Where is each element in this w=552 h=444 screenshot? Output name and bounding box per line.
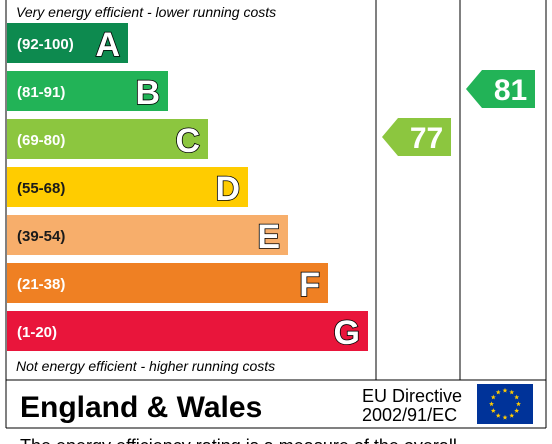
band-bar-g bbox=[7, 311, 368, 351]
band-bar-f bbox=[7, 263, 328, 303]
band-letter: D bbox=[215, 170, 240, 208]
flag-star-icon bbox=[495, 389, 501, 395]
directive-line-1: EU Directive bbox=[362, 386, 462, 406]
band-b: (81-91) B bbox=[7, 71, 168, 113]
band-letter: G bbox=[334, 314, 360, 352]
eu-flag-icon bbox=[477, 384, 533, 424]
rating-arrow-current: 77 bbox=[382, 118, 451, 156]
flag-star-icon bbox=[490, 408, 496, 413]
band-bar-e bbox=[7, 215, 288, 255]
band-f: (21-38) F bbox=[7, 263, 328, 305]
band-letter: A bbox=[95, 26, 120, 64]
band-bar-d bbox=[7, 167, 248, 207]
band-letter: C bbox=[175, 122, 200, 160]
flag-star-icon bbox=[509, 413, 515, 418]
region-title: England & Wales bbox=[20, 391, 262, 424]
band-range-label: (81-91) bbox=[17, 84, 65, 101]
rating-arrow-shape bbox=[382, 118, 451, 156]
band-range-label: (92-100) bbox=[17, 36, 74, 53]
flag-star-icon bbox=[502, 414, 508, 420]
rating-bands: (92-100) A (81-91) B (69-80) C (55-68) D (39-54)… bbox=[7, 23, 368, 353]
flag-star-icon bbox=[495, 413, 501, 418]
band-letter: B bbox=[135, 74, 160, 112]
band-range-label: (55-68) bbox=[17, 180, 65, 197]
rating-arrow-potential: 81 bbox=[466, 70, 535, 108]
band-range-label: (69-80) bbox=[17, 132, 65, 149]
band-letter: E bbox=[257, 218, 280, 256]
band-letter: F bbox=[299, 266, 320, 304]
rating-value: 81 bbox=[494, 74, 527, 107]
band-c: (69-80) C bbox=[7, 119, 208, 161]
flag-star-icon bbox=[514, 394, 520, 400]
band-range-label: (1-20) bbox=[17, 324, 57, 341]
flag-star-icon bbox=[514, 408, 520, 413]
flag-star-icon bbox=[490, 394, 496, 400]
rating-arrow-shape bbox=[466, 70, 535, 108]
band-a: (92-100) A bbox=[7, 23, 128, 65]
band-bar-b bbox=[7, 71, 168, 111]
band-e: (39-54) E bbox=[7, 215, 288, 257]
band-bar-c bbox=[7, 119, 208, 159]
band-range-label: (21-38) bbox=[17, 276, 65, 293]
band-d: (55-68) D bbox=[7, 167, 248, 209]
band-g: (1-20) G bbox=[7, 311, 368, 353]
bottom-caption: Not energy efficient - higher running co… bbox=[16, 358, 275, 374]
rating-arrows: 77 81 bbox=[382, 70, 535, 156]
top-caption: Very energy efficient - lower running co… bbox=[16, 4, 276, 20]
band-bar-a bbox=[7, 23, 128, 63]
flag-star-icon bbox=[509, 389, 515, 395]
band-range-label: (39-54) bbox=[17, 228, 65, 245]
directive-line-2: 2002/91/EC bbox=[362, 405, 457, 425]
flag-star-icon bbox=[489, 401, 494, 407]
rating-value: 77 bbox=[410, 122, 443, 155]
chart-frame bbox=[5, 0, 547, 429]
flag-star-icon bbox=[516, 401, 521, 407]
bottom-text: The energy efficiency rating is a measur… bbox=[20, 436, 457, 444]
flag-star-icon bbox=[502, 387, 508, 393]
